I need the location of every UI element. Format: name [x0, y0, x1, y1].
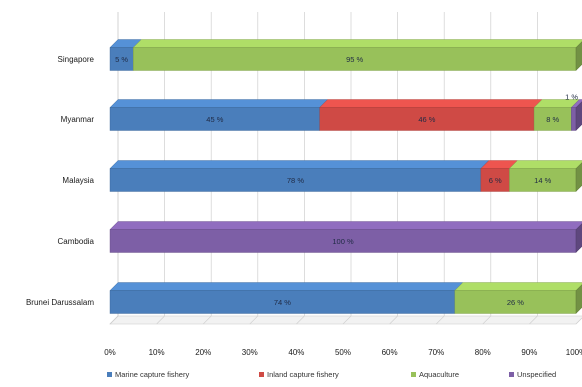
category-label: Malaysia — [62, 176, 94, 185]
bar-segment-myanmar-unspecified: 1 % — [565, 93, 582, 131]
bar-segment-malaysia-marine-capture-fishery: 78 % — [109, 160, 490, 192]
legend: Marine capture fishery Inland capture fis… — [107, 370, 556, 379]
x-tick-label: 70% — [428, 348, 444, 357]
category-label: Myanmar — [61, 115, 95, 124]
bar-segment-myanmar-aquaculture: 8 % — [533, 99, 580, 131]
bar-segment-myanmar-inland-capture-fishery: 46 % — [319, 99, 543, 131]
legend-swatch — [509, 372, 514, 377]
bars: 5 % 95 % 45 % 46 % 8 % 1 % 78 % 6 % 14 % 100 % 74 … — [109, 39, 582, 314]
gridline-floor — [202, 315, 212, 325]
data-label: 78 % — [287, 176, 304, 185]
bar-segment-brunei-darussalam-aquaculture: 26 % — [454, 282, 582, 314]
legend-label: Unspecified — [517, 370, 556, 379]
gridline-floor — [342, 315, 352, 325]
bar-front-face — [571, 107, 577, 131]
bar-side-face — [575, 284, 582, 314]
x-tick-label: 40% — [288, 348, 304, 357]
bar-top-face — [132, 39, 582, 48]
category-label: Cambodia — [58, 237, 95, 246]
x-tick-labels: 0% 10% 20% 30% 40% 50% 60% 70% 80% 90% 100% — [104, 348, 582, 357]
x-tick-label: 100% — [566, 348, 582, 357]
x-tick-label: 60% — [382, 348, 398, 357]
gridline-floor — [109, 315, 119, 325]
bar-segment-malaysia-aquaculture: 14 % — [508, 160, 582, 192]
gridline-floor — [482, 315, 492, 325]
legend-entry: Aquaculture — [411, 370, 459, 379]
legend-entry: Marine capture fishery — [107, 370, 189, 379]
legend-entry: Unspecified — [509, 370, 556, 379]
legend-label: Aquaculture — [419, 370, 459, 379]
data-label: 45 % — [206, 115, 223, 124]
data-label: 5 % — [115, 55, 128, 64]
bar-segment-brunei-darussalam-marine-capture-fishery: 74 % — [109, 282, 464, 314]
bar-top-face — [454, 282, 582, 291]
x-tick-label: 30% — [242, 348, 258, 357]
bar-side-face — [575, 101, 582, 131]
gridline-floor — [296, 315, 305, 325]
bar-side-face — [575, 162, 582, 192]
gridline-floor — [249, 315, 259, 325]
gridline-floor — [529, 315, 538, 325]
x-tick-label: 50% — [335, 348, 351, 357]
bar-top-face — [109, 282, 464, 291]
category-label: Brunei Darussalam — [26, 298, 94, 307]
data-label: 26 % — [507, 298, 524, 307]
bar-top-face — [109, 160, 490, 169]
data-label: 100 % — [332, 237, 354, 246]
legend-swatch — [107, 372, 112, 377]
bar-top-face — [109, 99, 329, 108]
floor-plane — [109, 315, 582, 325]
bar-top-face — [319, 99, 543, 108]
category-label: Singapore — [58, 55, 95, 64]
bar-segment-singapore-aquaculture: 95 % — [132, 39, 582, 71]
legend-label: Marine capture fishery — [115, 370, 189, 379]
legend-swatch — [259, 372, 264, 377]
legend-label: Inland capture fishery — [267, 370, 339, 379]
bar-segment-singapore-marine-capture-fishery: 5 % — [109, 39, 142, 71]
data-label: 74 % — [274, 298, 291, 307]
bar-top-face — [109, 221, 582, 230]
x-tick-label: 10% — [149, 348, 165, 357]
data-label: 8 % — [546, 115, 559, 124]
gridline-floor — [435, 315, 445, 325]
data-label: 6 % — [489, 176, 502, 185]
x-tick-label: 20% — [195, 348, 211, 357]
bar-side-face — [575, 223, 582, 253]
gridline-floor — [575, 317, 582, 325]
x-tick-label: 0% — [104, 348, 116, 357]
legend-entry: Inland capture fishery — [259, 370, 339, 379]
bar-top-face — [508, 160, 582, 169]
bar-segment-cambodia-unspecified: 100 % — [109, 221, 582, 253]
x-tick-label: 90% — [521, 348, 537, 357]
data-label: 14 % — [534, 176, 551, 185]
gridline-floor — [389, 315, 398, 325]
legend-swatch — [411, 372, 416, 377]
data-label: 1 % — [565, 93, 578, 102]
x-tick-label: 80% — [475, 348, 491, 357]
bar-segment-myanmar-marine-capture-fishery: 45 % — [109, 99, 329, 131]
bar-side-face — [575, 41, 582, 71]
bar-segment-malaysia-inland-capture-fishery: 6 % — [480, 160, 518, 192]
data-label: 46 % — [418, 115, 435, 124]
category-labels: Singapore Myanmar Malaysia Cambodia Brunei D… — [26, 55, 95, 307]
data-label: 95 % — [346, 55, 363, 64]
gridline-floor — [156, 315, 165, 325]
